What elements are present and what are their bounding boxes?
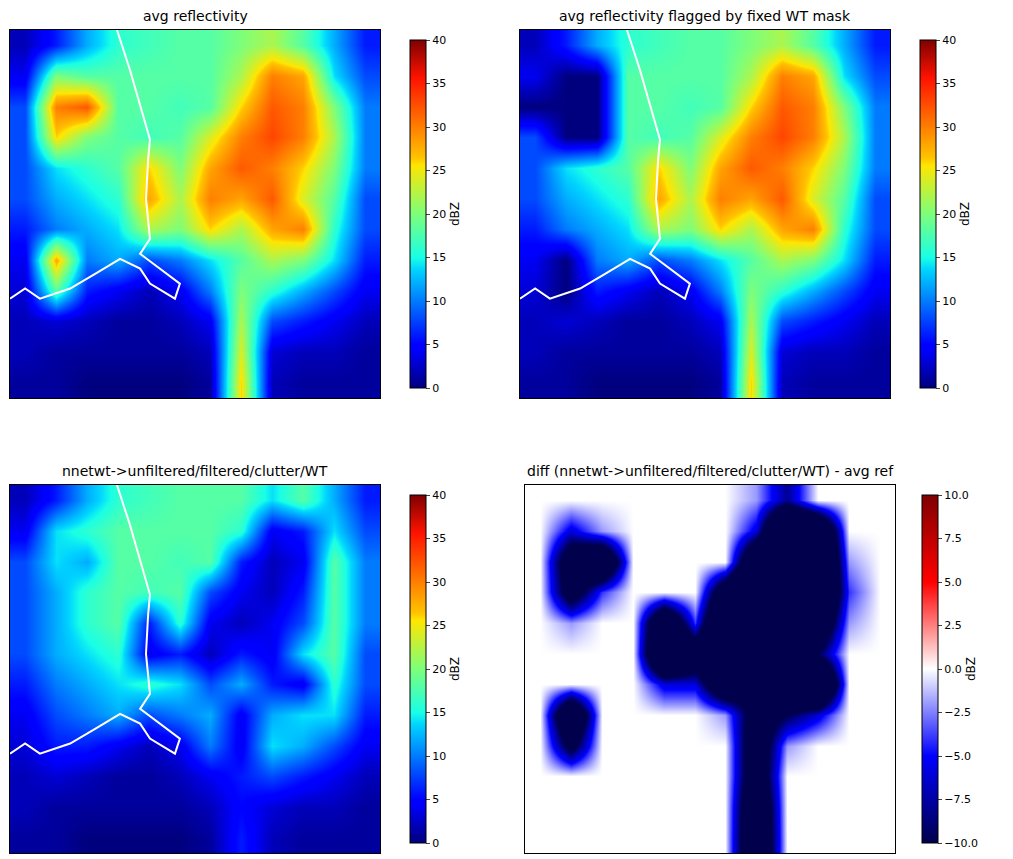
svg-text:30: 30 (942, 121, 956, 134)
svg-text:5: 5 (942, 338, 949, 351)
svg-text:−10.0: −10.0 (944, 837, 978, 850)
svg-text:10: 10 (432, 295, 446, 308)
svg-text:dBZ: dBZ (964, 657, 978, 681)
svg-text:−7.5: −7.5 (944, 793, 971, 806)
svg-text:20: 20 (432, 208, 446, 221)
svg-text:avg reflectivity flagged by fi: avg reflectivity flagged by fixed WT mas… (559, 8, 851, 24)
svg-text:0: 0 (432, 382, 439, 395)
svg-text:7.5: 7.5 (944, 532, 962, 545)
svg-text:diff (nnetwt->unfiltered/filte: diff (nnetwt->unfiltered/filtered/clutte… (527, 463, 894, 479)
svg-text:30: 30 (432, 121, 446, 134)
svg-text:15: 15 (432, 706, 446, 719)
svg-text:25: 25 (432, 164, 446, 177)
svg-text:35: 35 (942, 77, 956, 90)
svg-text:10.0: 10.0 (944, 489, 969, 502)
svg-text:2.5: 2.5 (944, 619, 962, 632)
svg-text:25: 25 (432, 619, 446, 632)
svg-text:dBZ: dBZ (448, 657, 462, 681)
svg-text:30: 30 (432, 576, 446, 589)
svg-text:5.0: 5.0 (944, 576, 962, 589)
svg-text:0: 0 (432, 837, 439, 850)
svg-text:10: 10 (432, 750, 446, 763)
svg-text:10: 10 (942, 295, 956, 308)
svg-text:−2.5: −2.5 (944, 706, 971, 719)
svg-text:25: 25 (942, 164, 956, 177)
svg-text:nnetwt->unfiltered/filtered/cl: nnetwt->unfiltered/filtered/clutter/WT (62, 463, 328, 479)
svg-text:35: 35 (432, 77, 446, 90)
svg-text:20: 20 (432, 663, 446, 676)
svg-text:avg reflectivity: avg reflectivity (143, 8, 248, 24)
svg-text:5: 5 (432, 338, 439, 351)
svg-text:5: 5 (432, 793, 439, 806)
svg-text:20: 20 (942, 208, 956, 221)
svg-text:40: 40 (432, 34, 446, 47)
svg-text:40: 40 (942, 34, 956, 47)
svg-text:0.0: 0.0 (944, 663, 962, 676)
svg-text:dBZ: dBZ (448, 202, 462, 226)
svg-text:35: 35 (432, 532, 446, 545)
svg-text:40: 40 (432, 489, 446, 502)
svg-text:−5.0: −5.0 (944, 750, 971, 763)
svg-text:15: 15 (942, 251, 956, 264)
svg-text:0: 0 (942, 382, 949, 395)
svg-text:dBZ: dBZ (958, 202, 972, 226)
svg-text:15: 15 (432, 251, 446, 264)
